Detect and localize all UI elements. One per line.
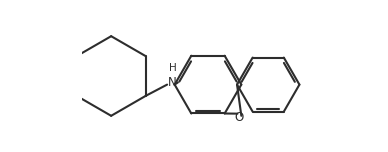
- Text: O: O: [235, 111, 244, 124]
- Text: N: N: [168, 76, 177, 89]
- Text: H: H: [169, 63, 177, 73]
